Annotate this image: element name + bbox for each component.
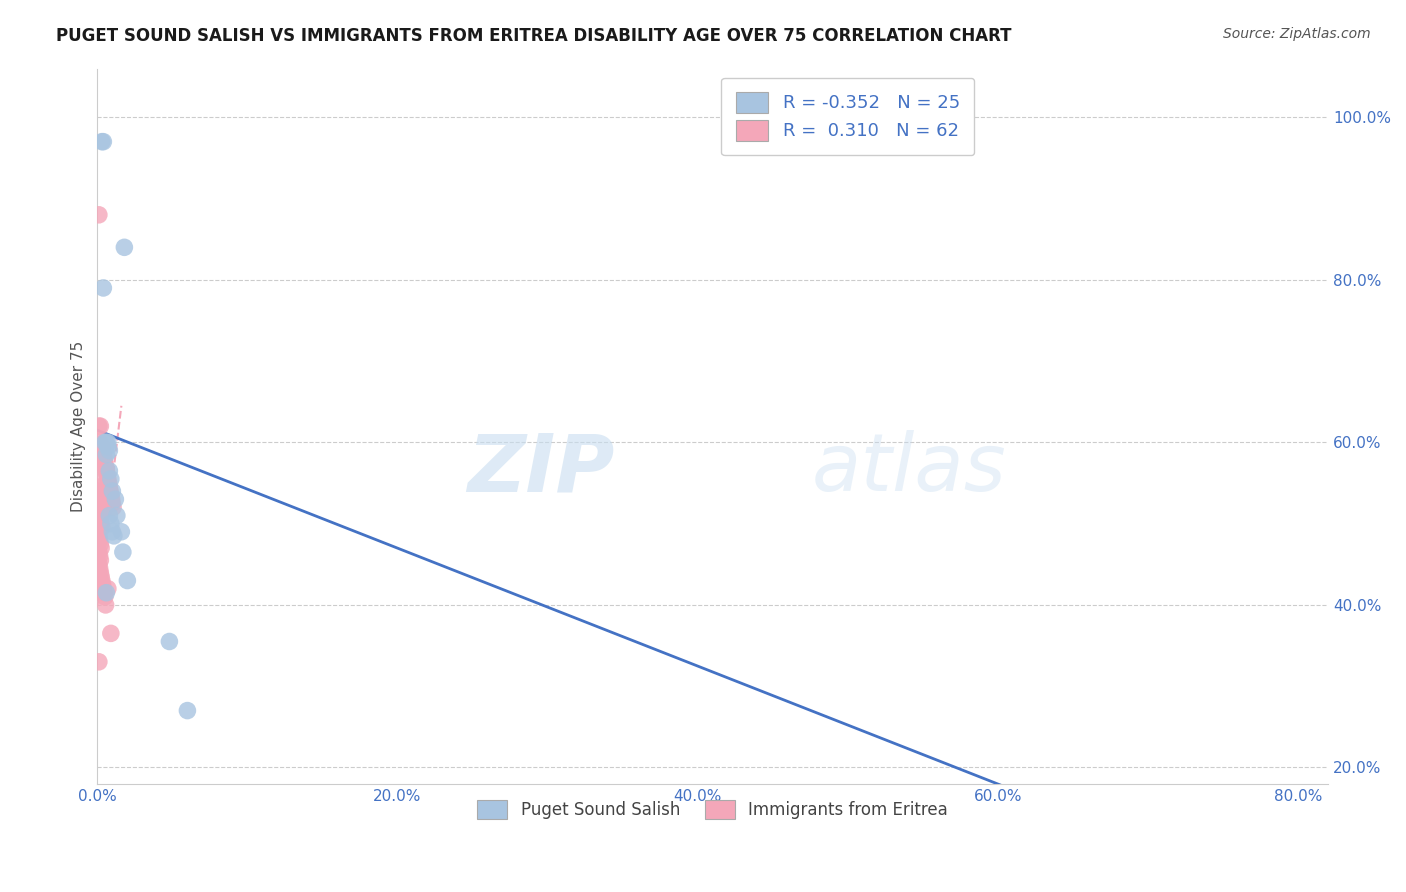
Point	[97, 472, 120, 486]
Point	[90, 516, 112, 531]
Point	[100, 516, 122, 531]
Point	[101, 524, 124, 539]
Point	[89, 537, 111, 551]
Point	[90, 496, 112, 510]
Point	[93, 281, 115, 295]
Point	[103, 529, 125, 543]
Point	[94, 459, 117, 474]
Point	[90, 439, 112, 453]
Text: Source: ZipAtlas.com: Source: ZipAtlas.com	[1223, 27, 1371, 41]
Point	[90, 443, 112, 458]
Point	[87, 558, 110, 572]
Point	[89, 566, 111, 580]
Point	[89, 435, 111, 450]
Point	[90, 439, 112, 453]
Point	[100, 472, 122, 486]
Point	[90, 135, 112, 149]
Point	[94, 435, 117, 450]
Point	[90, 569, 112, 583]
Point	[93, 135, 115, 149]
Point	[98, 443, 121, 458]
Point	[89, 513, 111, 527]
Point	[97, 476, 120, 491]
Point	[97, 582, 120, 596]
Point	[89, 533, 111, 547]
Point	[98, 484, 121, 499]
Point	[90, 492, 112, 507]
Point	[100, 488, 122, 502]
Point	[176, 704, 198, 718]
Point	[94, 456, 117, 470]
Point	[87, 529, 110, 543]
Text: PUGET SOUND SALISH VS IMMIGRANTS FROM ERITREA DISABILITY AGE OVER 75 CORRELATION: PUGET SOUND SALISH VS IMMIGRANTS FROM ER…	[56, 27, 1012, 45]
Legend: Puget Sound Salish, Immigrants from Eritrea: Puget Sound Salish, Immigrants from Erit…	[471, 793, 955, 825]
Point	[89, 508, 111, 523]
Point	[89, 549, 111, 564]
Point	[101, 484, 124, 499]
Point	[96, 586, 118, 600]
Point	[117, 574, 139, 588]
Point	[90, 541, 112, 555]
Point	[87, 655, 110, 669]
Point	[87, 208, 110, 222]
Point	[100, 626, 122, 640]
Point	[87, 480, 110, 494]
Point	[96, 435, 118, 450]
Point	[89, 419, 111, 434]
Point	[91, 500, 114, 515]
Point	[89, 437, 111, 451]
Point	[91, 448, 114, 462]
Point	[98, 508, 121, 523]
Point	[104, 492, 127, 507]
Text: atlas: atlas	[811, 430, 1005, 508]
Point	[111, 545, 134, 559]
Point	[93, 582, 115, 596]
Text: ZIP: ZIP	[467, 430, 614, 508]
Point	[101, 496, 124, 510]
Point	[90, 574, 112, 588]
Point	[96, 467, 118, 482]
Point	[94, 598, 117, 612]
Point	[105, 508, 128, 523]
Point	[98, 480, 121, 494]
Point	[93, 586, 115, 600]
Point	[89, 561, 111, 575]
Point	[96, 464, 118, 478]
Point	[90, 443, 112, 458]
Point	[87, 476, 110, 491]
Point	[94, 459, 117, 474]
Point	[87, 545, 110, 559]
Point	[89, 553, 111, 567]
Point	[89, 459, 111, 474]
Point	[97, 439, 120, 453]
Point	[93, 448, 115, 462]
Point	[90, 521, 112, 535]
Point	[157, 634, 180, 648]
Point	[100, 492, 122, 507]
Point	[89, 484, 111, 499]
Point	[91, 443, 114, 458]
Point	[93, 451, 115, 466]
Point	[93, 456, 115, 470]
Point	[112, 240, 135, 254]
Y-axis label: Disability Age Over 75: Disability Age Over 75	[72, 341, 86, 512]
Point	[87, 524, 110, 539]
Point	[94, 590, 117, 604]
Point	[87, 419, 110, 434]
Point	[93, 504, 115, 518]
Point	[98, 464, 121, 478]
Point	[110, 524, 132, 539]
Point	[101, 500, 124, 515]
Point	[91, 577, 114, 591]
Point	[96, 448, 118, 462]
Point	[89, 488, 111, 502]
Point	[93, 451, 115, 466]
Point	[97, 435, 120, 450]
